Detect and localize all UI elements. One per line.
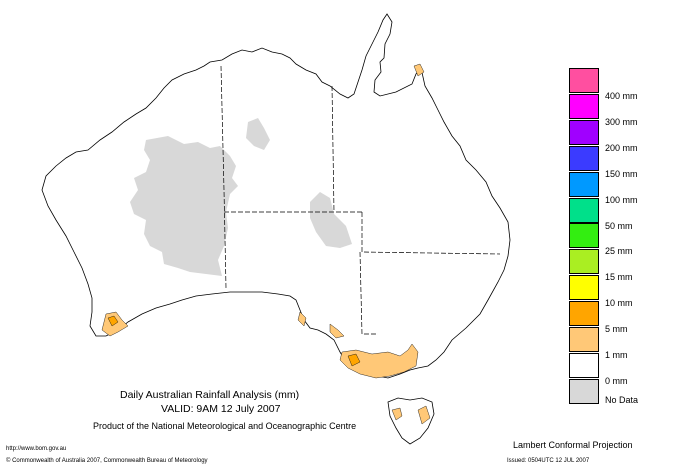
legend-swatch <box>569 275 599 301</box>
legend-swatch <box>569 93 599 119</box>
no-data-region-nt <box>246 118 270 150</box>
no-data-region-wa <box>130 136 238 276</box>
legend-swatch <box>569 249 599 275</box>
legend-swatch <box>569 119 599 145</box>
issued-timestamp: Issued: 0504UTC 12 JUL 2007 <box>507 458 590 464</box>
legend-label: 25 mm <box>605 246 633 257</box>
legend-label: 10 mm <box>605 298 633 309</box>
rainfall-5mm <box>107 315 361 367</box>
legend-label: 200 mm <box>605 142 638 153</box>
valid-date: VALID: 9AM 12 July 2007 <box>161 403 281 415</box>
legend-label: No Data <box>605 394 639 405</box>
legend-label: 50 mm <box>605 220 633 231</box>
website-link[interactable]: http://www.bom.gov.au <box>6 446 67 452</box>
projection-label: Lambert Conformal Projection <box>513 440 633 450</box>
product-credit: Product of the National Meteorological a… <box>93 421 357 431</box>
tasmania <box>387 397 435 445</box>
legend-swatch <box>569 68 599 93</box>
legend-label: 400 mm <box>605 91 638 101</box>
legend-swatch <box>569 145 599 171</box>
map-title: Daily Australian Rainfall Analysis (mm) <box>120 389 300 401</box>
legend-swatch <box>569 171 599 197</box>
legend-swatch <box>569 223 599 249</box>
legend-swatch <box>569 352 599 378</box>
legend-label: 150 mm <box>605 168 638 179</box>
legend-label: 300 mm <box>605 116 638 127</box>
legend-label: 5 mm <box>605 324 628 335</box>
legend-swatch <box>569 327 599 352</box>
australia-mainland <box>41 13 511 379</box>
state-borders <box>220 65 501 335</box>
no-data-region-nt-south <box>310 192 352 248</box>
copyright-notice: © Commonwealth of Australia 2007, Common… <box>6 458 208 464</box>
legend-swatch <box>569 301 599 327</box>
legend-label: 1 mm <box>605 350 628 360</box>
legend-label: 0 mm <box>605 375 628 386</box>
legend-label: 100 mm <box>605 194 638 205</box>
legend-swatch <box>569 378 599 404</box>
legend-swatch <box>569 197 599 223</box>
legend-label: 15 mm <box>605 272 633 283</box>
